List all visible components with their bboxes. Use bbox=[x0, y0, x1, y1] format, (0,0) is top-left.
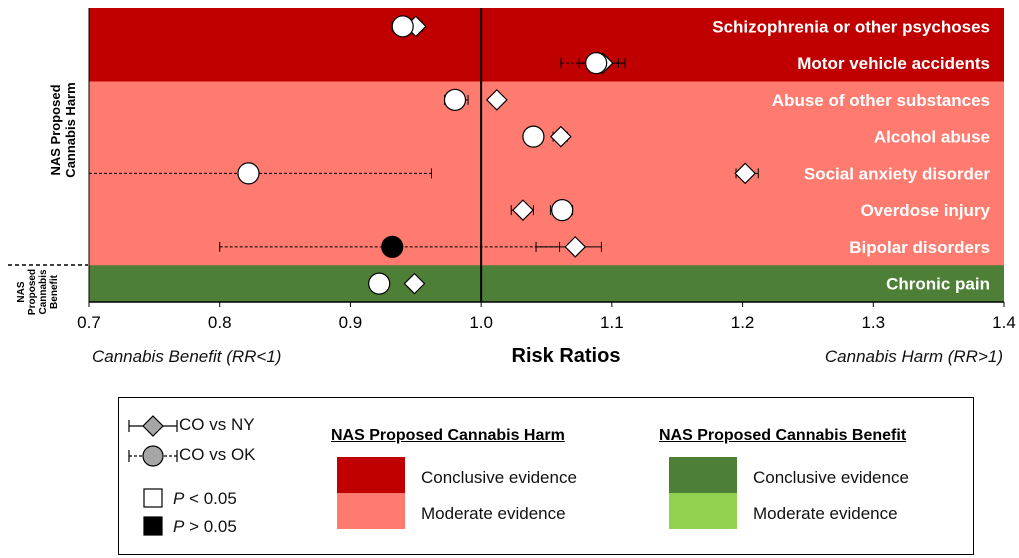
co-vs-ok-point bbox=[522, 125, 545, 148]
legend: CO vs NY CO vs OK P < 0.05 P > 0.05 NAS … bbox=[118, 397, 974, 555]
co-vs-ok-point bbox=[381, 235, 404, 258]
x-axis-title: Risk Ratios bbox=[512, 345, 621, 367]
risk-ratio-chart: Schizophrenia or other psychoses Motor ve… bbox=[8, 8, 1016, 367]
legend-benefit-conclusive: Conclusive evidence bbox=[753, 468, 909, 487]
harm-group-label-line: NAS Proposed bbox=[48, 84, 63, 175]
swatch-harm-conclusive bbox=[337, 457, 405, 493]
harm-direction-label: Cannabis Harm (RR>1) bbox=[825, 347, 1003, 366]
co-vs-ny-point bbox=[485, 89, 508, 111]
x-tick-label: 1.3 bbox=[861, 313, 885, 332]
swatch-benefit-moderate bbox=[669, 493, 737, 529]
co-vs-ny-point bbox=[550, 125, 572, 148]
harm-group-label: NAS ProposedCannabis Harm bbox=[48, 82, 78, 177]
swatch-benefit-conclusive bbox=[669, 457, 737, 493]
outcome-label: Schizophrenia or other psychoses bbox=[712, 17, 990, 36]
x-axis: 0.7 0.8 0.9 1.0 1.1 1.2 1.3 1.4 bbox=[77, 8, 1016, 332]
benefit-direction-label: Cannabis Benefit (RR<1) bbox=[92, 347, 281, 366]
co-vs-ok-point bbox=[237, 162, 260, 185]
co-vs-ok-point bbox=[391, 15, 414, 38]
legend-ok-marker bbox=[128, 445, 178, 467]
legend-p-significant: P < 0.05 bbox=[173, 489, 237, 509]
evidence-band bbox=[89, 118, 1004, 156]
legend-symbols bbox=[128, 415, 178, 536]
swatch-harm-moderate bbox=[337, 493, 405, 529]
x-tick-label: 0.8 bbox=[208, 313, 232, 332]
p-letter: P bbox=[173, 517, 185, 536]
outcome-label: Chronic pain bbox=[886, 275, 990, 294]
benefit-group-label-line: NAS bbox=[16, 281, 27, 302]
legend-filled-square bbox=[143, 516, 163, 536]
co-vs-ok-point bbox=[443, 88, 467, 111]
outcome-label: Bipolar disorders bbox=[849, 238, 990, 257]
co-vs-ok-point bbox=[551, 199, 574, 222]
co-vs-ny-point bbox=[734, 162, 757, 185]
co-vs-ok-point bbox=[368, 272, 391, 295]
legend-benefit-moderate: Moderate evidence bbox=[753, 504, 898, 523]
co-vs-ny-point bbox=[403, 272, 426, 295]
x-tick-label: 1.0 bbox=[469, 313, 493, 332]
x-tick-label: 0.9 bbox=[339, 313, 363, 332]
p-letter: P bbox=[173, 489, 185, 508]
legend-ny-marker bbox=[128, 415, 178, 437]
x-tick-label: 1.4 bbox=[992, 313, 1016, 332]
p-nonsig-value: > 0.05 bbox=[189, 517, 237, 536]
outcome-label: Overdose injury bbox=[861, 201, 991, 220]
legend-co-vs-ok: CO vs OK bbox=[179, 445, 256, 464]
co-vs-ny-point bbox=[564, 236, 587, 258]
benefit-group-label: NASProposedCannabisBenefit bbox=[16, 269, 60, 315]
legend-co-vs-ny: CO vs NY bbox=[179, 415, 255, 434]
benefit-group-label-line: Cannabis bbox=[38, 269, 49, 314]
evidence-bands bbox=[89, 8, 1004, 303]
benefit-group-label-line: Benefit bbox=[49, 274, 60, 309]
legend-p-nonsignificant: P > 0.05 bbox=[173, 517, 237, 537]
x-tick-label: 1.1 bbox=[600, 313, 624, 332]
outcome-label: Motor vehicle accidents bbox=[797, 54, 990, 73]
evidence-band bbox=[89, 8, 1004, 46]
evidence-band bbox=[89, 44, 1004, 82]
x-tick-label: 0.7 bbox=[77, 313, 101, 332]
chart-marks: Schizophrenia or other psychoses Motor ve… bbox=[88, 8, 991, 302]
outcome-label: Alcohol abuse bbox=[874, 128, 990, 147]
x-tick-label: 1.2 bbox=[731, 313, 755, 332]
co-vs-ny-point bbox=[512, 199, 534, 221]
outcome-label: Abuse of other substances bbox=[772, 91, 990, 110]
benefit-group-label-line: Proposed bbox=[27, 269, 38, 315]
legend-harm-moderate: Moderate evidence bbox=[421, 504, 566, 523]
p-sig-value: < 0.05 bbox=[189, 489, 237, 508]
co-vs-ok-point bbox=[585, 52, 608, 75]
legend-open-square bbox=[143, 488, 163, 508]
evidence-band bbox=[89, 191, 1004, 229]
evidence-band bbox=[89, 265, 1004, 303]
harm-group-label-line: Cannabis Harm bbox=[63, 82, 78, 177]
legend-benefit-heading: NAS Proposed Cannabis Benefit bbox=[659, 427, 907, 444]
legend-harm-conclusive: Conclusive evidence bbox=[421, 468, 577, 487]
outcome-label: Social anxiety disorder bbox=[804, 164, 991, 183]
evidence-band bbox=[89, 81, 1004, 119]
legend-harm-heading: NAS Proposed Cannabis Harm bbox=[331, 427, 565, 444]
